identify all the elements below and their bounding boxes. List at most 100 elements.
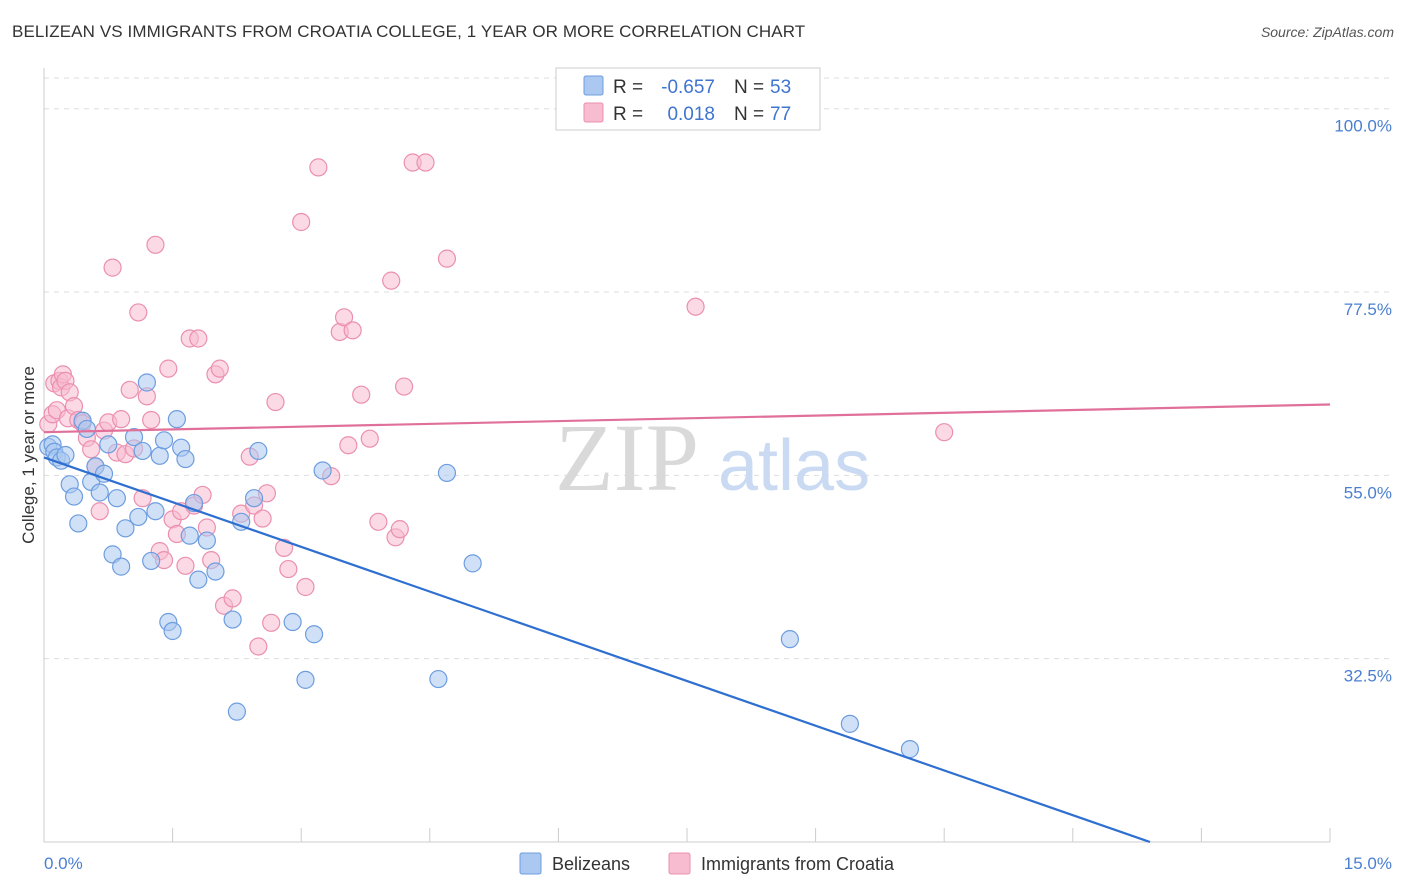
scatter-point (197, 531, 216, 550)
series-croatia-points (39, 153, 954, 656)
scatter-point (253, 509, 272, 528)
scatter-point (463, 554, 482, 573)
bottom-legend-swatch-belizeans (519, 852, 542, 875)
scatter-point (249, 637, 268, 656)
y-axis-label: College, 1 year or more (19, 366, 38, 544)
scatter-point (189, 329, 208, 348)
scatter-point (133, 441, 152, 461)
scatter-point (176, 556, 195, 575)
scatter-point (935, 423, 954, 442)
scatter-point (150, 446, 169, 465)
scatter-point (124, 427, 144, 447)
scatter-point (382, 271, 401, 290)
scatter-point (210, 359, 229, 378)
scatter-point (429, 669, 448, 689)
scatter-point (369, 512, 388, 531)
scatter-point (137, 373, 156, 392)
bottom-legend-label-belizeans: Belizeans (552, 854, 630, 874)
source-label: Source: ZipAtlas.com (1260, 24, 1394, 40)
scatter-point (262, 613, 281, 632)
scatter-point (77, 419, 96, 439)
scatter-point (900, 740, 920, 759)
scatter-point (176, 449, 195, 469)
scatter-point (112, 410, 131, 429)
scatter-point (840, 714, 859, 733)
scatter-point (189, 570, 208, 589)
scatter-point (69, 514, 88, 533)
scatter-point (416, 153, 435, 172)
scatter-point (313, 461, 332, 480)
scatter-point (292, 212, 311, 232)
y-tick-label: 77.5% (1344, 300, 1392, 319)
legend-swatch-croatia (583, 102, 604, 123)
scatter-point (146, 502, 165, 521)
scatter-point (232, 512, 251, 531)
series-belizeans-points (39, 373, 920, 759)
scatter-point (279, 559, 298, 579)
watermark: ZIP atlas (555, 404, 870, 511)
scatter-point (56, 445, 75, 465)
scatter-point (309, 158, 328, 177)
watermark-atlas: atlas (718, 426, 870, 506)
trend-lines (43, 403, 1331, 844)
scatter-point (116, 519, 135, 538)
scatter-point (437, 463, 457, 483)
scatter-point (180, 526, 199, 545)
y-tick-labels: 32.5% 55.0% 77.5% 100.0% (1334, 117, 1392, 686)
trend-line-belizeans (43, 456, 1151, 844)
bottom-legend-label-croatia: Immigrants from Croatia (701, 854, 895, 874)
scatter-point (227, 702, 246, 721)
scatter-point (103, 258, 122, 277)
scatter-point (244, 489, 264, 508)
watermark-zip: ZIP (555, 404, 699, 511)
scatter-point (142, 410, 161, 430)
scatter-point (266, 392, 285, 412)
bottom-legend-swatch-croatia (668, 852, 691, 875)
legend-n-label-1: N = (734, 77, 764, 98)
scatter-point (394, 377, 414, 396)
scatter-point (142, 551, 161, 571)
legend-r-value-2: 0.018 (667, 104, 715, 125)
legend-r-label-2: R = (613, 104, 643, 125)
legend-r-value-1: -0.657 (661, 77, 715, 98)
scatter-point (686, 297, 705, 316)
scatter-point (780, 630, 799, 649)
y-tick-label: 32.5% (1344, 667, 1392, 686)
scatter-point (107, 489, 126, 508)
legend-bottom: Belizeans Immigrants from Croatia (519, 852, 895, 875)
scatter-point (120, 380, 139, 399)
scatter-point (223, 610, 242, 629)
x-tick-label-max: 15.0% (1344, 854, 1392, 873)
scatter-point (283, 612, 302, 632)
scatter-point (296, 577, 315, 597)
scatter-point (146, 235, 165, 254)
scatter-point (352, 385, 371, 404)
scatter-point (167, 410, 186, 429)
legend-n-value-1: 53 (770, 77, 791, 98)
scatter-point (154, 431, 174, 450)
trend-line-croatia (43, 403, 1331, 434)
gridlines (44, 77, 1394, 660)
legend-swatch-belizeans (583, 75, 604, 96)
scatter-point (206, 562, 225, 581)
legend-n-value-2: 77 (770, 104, 791, 125)
scatter-point (360, 429, 379, 448)
y-tick-label: 100.0% (1334, 117, 1392, 136)
scatter-point (90, 483, 109, 502)
scatter-point (390, 520, 409, 539)
legend-n-label-2: N = (734, 104, 764, 125)
scatter-point (437, 249, 457, 268)
scatter-point (99, 435, 118, 454)
chart-title: BELIZEAN VS IMMIGRANTS FROM CROATIA COLL… (12, 22, 806, 41)
scatter-point (223, 589, 242, 608)
scatter-point (296, 670, 315, 689)
scatter-point (129, 303, 148, 322)
scatter-point (112, 557, 131, 576)
scatter-point (304, 625, 324, 644)
y-tick-label: 55.0% (1344, 483, 1392, 502)
scatter-point (82, 440, 101, 459)
scatter-point (129, 507, 148, 527)
scatter-point (159, 359, 178, 378)
legend-top: R = -0.657 N = 53 R = 0.018 N = 77 (555, 67, 821, 131)
